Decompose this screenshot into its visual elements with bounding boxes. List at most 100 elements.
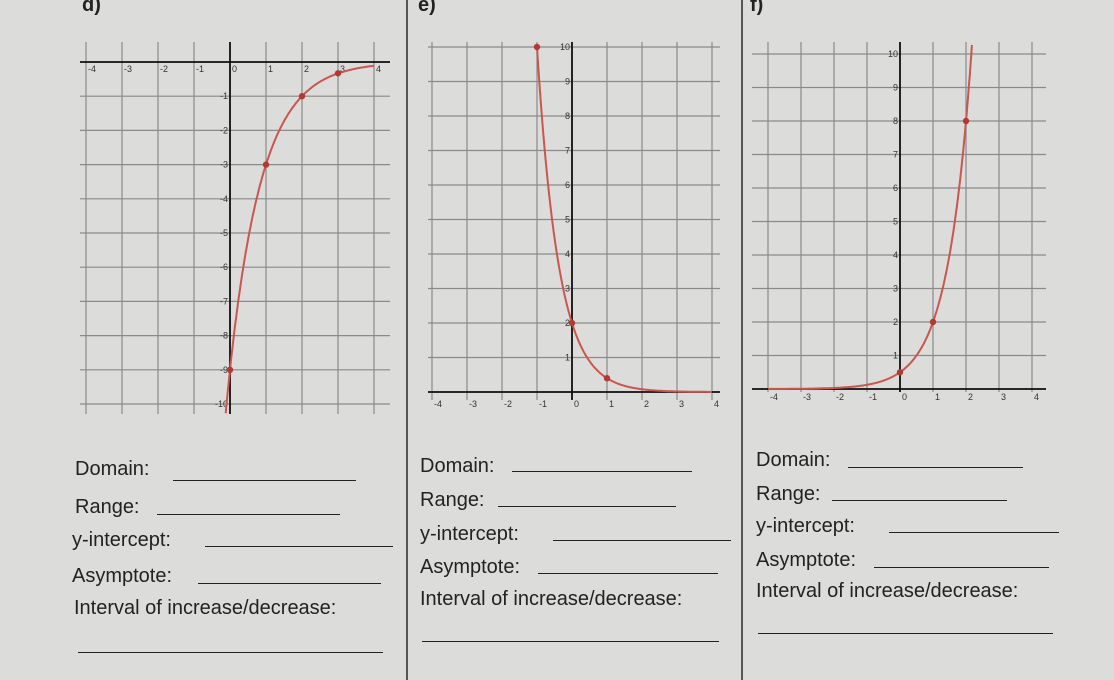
y-tick-label: 2: [565, 318, 570, 328]
x-tick-label: -1: [196, 64, 204, 74]
panel-label: d): [82, 0, 101, 16]
interval-blank[interactable]: [78, 652, 383, 653]
x-tick-label: -1: [539, 399, 547, 409]
y-tick-label: 7: [565, 146, 570, 156]
y-tick-label: 1: [565, 353, 570, 363]
grid: [428, 42, 720, 400]
interval-blank[interactable]: [422, 641, 719, 642]
function-curve: [768, 44, 973, 390]
interval-label: Interval of increase/decrease:: [756, 580, 1019, 602]
y-tick-label: 6: [893, 183, 898, 193]
y-tick-label: -5: [220, 228, 228, 238]
y-tick-label: 9: [565, 77, 570, 87]
x-tick-label: -3: [469, 399, 477, 409]
y-tick-label: 4: [893, 250, 898, 260]
y-tick-label: 7: [893, 150, 898, 160]
function-curve: [536, 46, 712, 393]
graph-f: -4 -3 -2 -1 0 1 2 3 4 1 2 3 4 5 6 7 8 9 10: [752, 42, 1046, 402]
y-tick-label: 10: [888, 49, 898, 59]
y-tick-label: 8: [565, 111, 570, 121]
graph-e: -4 -3 -2 -1 0 1 2 3 4 1 2 3 4 5 6 7 8 9 10: [428, 42, 720, 409]
y-tick-label: -4: [220, 194, 228, 204]
y-intercept-blank[interactable]: [205, 546, 393, 547]
x-tick-label: 2: [644, 399, 649, 409]
range-blank[interactable]: [157, 514, 340, 515]
x-tick-label: 4: [1034, 392, 1039, 402]
x-tick-label: -4: [770, 392, 778, 402]
function-curve: [224, 64, 375, 414]
y-tick-label: -1: [220, 91, 228, 101]
x-tick-label: -4: [434, 399, 442, 409]
x-tick-label: -3: [803, 392, 811, 402]
range-label: Range:: [756, 483, 821, 505]
x-tick-label: 1: [935, 392, 940, 402]
y-tick-label: 5: [893, 217, 898, 227]
interval-blank[interactable]: [758, 633, 1053, 634]
y-tick-label: -6: [220, 262, 228, 272]
y-tick-label: 1: [893, 351, 898, 361]
domain-label: Domain:: [75, 458, 150, 480]
x-tick-label: 4: [714, 399, 719, 409]
asymptote-blank[interactable]: [198, 583, 381, 584]
x-tick-label: 0: [574, 399, 579, 409]
domain-blank[interactable]: [512, 471, 692, 472]
asymptote-blank[interactable]: [538, 573, 718, 574]
y-intercept-blank[interactable]: [553, 540, 731, 541]
y-tick-label: -8: [220, 331, 228, 341]
x-tick-label: -2: [836, 392, 844, 402]
asymptote-label: Asymptote:: [420, 556, 521, 578]
x-tick-label: 3: [679, 399, 684, 409]
data-point: [226, 366, 234, 373]
y-tick-label: -3: [220, 160, 228, 170]
data-point: [896, 369, 904, 376]
x-tick-label: -1: [869, 392, 877, 402]
x-tick-label: 3: [1001, 392, 1006, 402]
data-point: [262, 161, 270, 168]
x-tick-label: -3: [124, 64, 132, 74]
y-intercept-label: y-intercept:: [420, 523, 519, 545]
domain-blank[interactable]: [173, 480, 356, 481]
x-tick-label: 1: [268, 64, 273, 74]
y-tick-label: 3: [893, 284, 898, 294]
y-tick-label: 9: [893, 83, 898, 93]
y-tick-label: 5: [565, 215, 570, 225]
data-point: [298, 93, 306, 100]
y-intercept-blank[interactable]: [889, 532, 1059, 533]
data-point: [603, 375, 611, 382]
interval-label: Interval of increase/decrease:: [420, 588, 683, 610]
y-tick-label: 10: [560, 42, 570, 52]
grid: [80, 42, 390, 414]
x-tick-label: 3: [340, 64, 345, 74]
x-tick-label: 1: [609, 399, 614, 409]
data-point: [929, 318, 937, 326]
graph-d: -4 -3 -2 -1 0 1 2 3 4-1-2-3-4-5-6-7-8-9-10: [80, 42, 390, 414]
data-point: [334, 70, 342, 77]
y-tick-label: 8: [893, 116, 898, 126]
data-point: [568, 319, 576, 327]
y-tick-label: -10: [215, 399, 228, 409]
panel-label: e): [418, 0, 436, 16]
panel-divider: [406, 0, 408, 680]
x-tick-label: 0: [902, 392, 907, 402]
panel-f: f) -4 -3 -2 -1 0 1 2 3 4 1 2 3 4 5 6 7 8 9 10 Domain: Rang…: [744, 0, 1114, 680]
y-tick-label: -7: [220, 296, 228, 306]
range-label: Range:: [420, 489, 485, 511]
x-tick-label: -4: [88, 64, 96, 74]
asymptote-blank[interactable]: [874, 567, 1049, 568]
panel-d: d) -4 -3 -2 -1 0 1 2 3 4 -1 -2 -3 -4 -5 -6 -7 -8 -9 -10 Do…: [0, 0, 405, 680]
y-tick-label: -9: [220, 365, 228, 375]
y-tick-label: -2: [220, 125, 228, 135]
range-blank[interactable]: [832, 500, 1007, 501]
y-tick-label: 6: [565, 180, 570, 190]
x-tick-label: 2: [304, 64, 309, 74]
x-tick-label: -2: [160, 64, 168, 74]
y-tick-label: 2: [893, 317, 898, 327]
grid: [752, 42, 1046, 392]
asymptote-label: Asymptote:: [756, 549, 857, 571]
domain-blank[interactable]: [848, 467, 1023, 468]
y-tick-label: 3: [565, 284, 570, 294]
y-intercept-label: y-intercept:: [756, 515, 855, 537]
range-label: Range:: [75, 496, 140, 518]
range-blank[interactable]: [498, 506, 676, 507]
panel-e: e) -4 -3 -2 -1 0 1 2 3 4 1 2 3 4 5 6 7 8 9 10 Domain: Rang…: [408, 0, 738, 680]
